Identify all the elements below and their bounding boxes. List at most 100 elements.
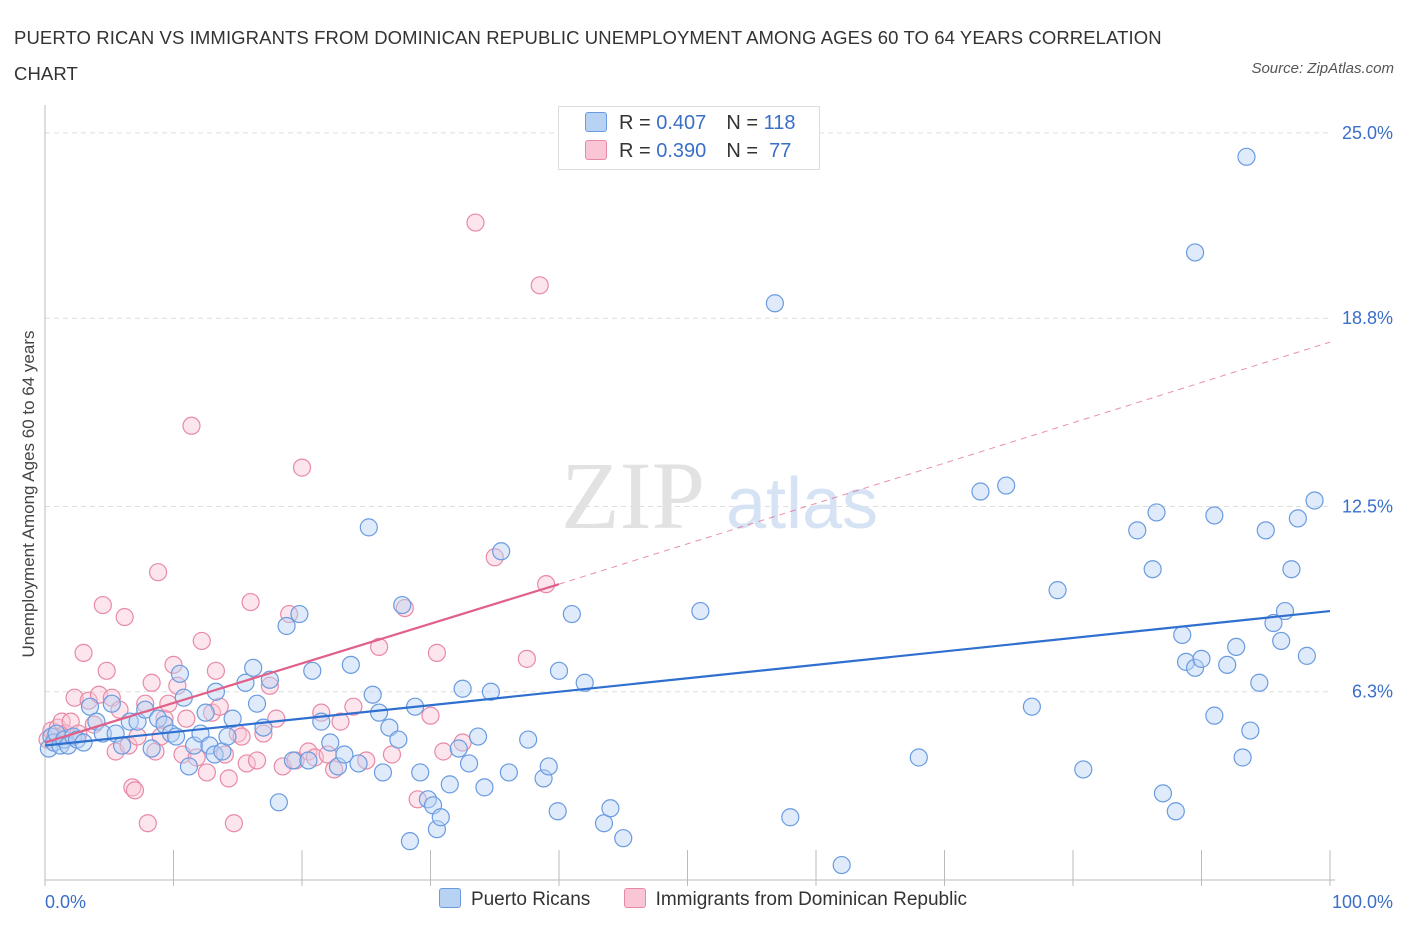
point-dominican <box>65 688 84 707</box>
point-dominican <box>182 416 201 435</box>
point-puerto-rican <box>1205 506 1224 525</box>
point-puerto-rican <box>765 294 784 313</box>
point-puerto-rican <box>1297 646 1316 665</box>
point-dominican <box>115 607 134 627</box>
point-puerto-rican <box>218 727 237 746</box>
point-puerto-rican <box>1147 503 1166 522</box>
legend-n-label: N = <box>726 140 764 162</box>
point-puerto-rican <box>277 616 296 636</box>
point-puerto-rican <box>427 820 447 839</box>
point-puerto-rican <box>459 754 479 773</box>
legend-swatch-pink <box>623 888 646 908</box>
point-dominican <box>197 763 217 782</box>
point-dominican <box>79 691 98 710</box>
legend-swatch-pink <box>585 140 607 160</box>
point-puerto-rican <box>1256 521 1275 540</box>
point-dominican <box>74 643 93 662</box>
point-puerto-rican <box>601 799 620 818</box>
point-puerto-rican <box>548 802 567 821</box>
point-puerto-rican <box>1166 802 1185 821</box>
point-puerto-rican <box>468 727 488 746</box>
point-dominican <box>331 712 350 731</box>
point-dominican <box>142 673 161 692</box>
point-puerto-rican <box>1250 673 1269 692</box>
point-dominican <box>260 676 279 695</box>
point-dominican <box>466 213 485 232</box>
point-puerto-rican <box>112 736 132 755</box>
point-puerto-rican <box>363 685 382 704</box>
point-dominican <box>434 742 453 761</box>
stats-legend: R = 0.407 N = 118 R = 0.390 N = 77 <box>558 106 820 170</box>
point-puerto-rican <box>549 661 569 680</box>
point-puerto-rican <box>196 703 215 722</box>
point-puerto-rican <box>370 703 389 722</box>
point-puerto-rican <box>411 763 430 782</box>
point-dominican <box>427 643 447 662</box>
point-puerto-rican <box>389 730 408 749</box>
point-dominican <box>93 595 112 615</box>
point-dominican <box>280 604 299 624</box>
data-points <box>38 147 1324 875</box>
legend-label: Immigrants from Dominican Republic <box>655 889 968 910</box>
point-dominican <box>370 637 389 657</box>
legend-item-puerto-ricans[interactable]: Puerto Ricans <box>438 888 591 911</box>
point-puerto-rican <box>1282 560 1301 579</box>
point-puerto-rican <box>1205 706 1224 725</box>
legend-item-dominican[interactable]: Immigrants from Dominican Republic <box>623 888 968 911</box>
point-puerto-rican <box>269 793 288 812</box>
point-puerto-rican <box>1305 491 1324 510</box>
legend-row-puerto-ricans: R = 0.407 N = 118 <box>585 112 795 138</box>
point-dominican <box>267 709 286 728</box>
tick-labels: 6.3% 12.5% 18.8% 25.0% 0.0% 100.0% <box>45 123 1393 912</box>
point-puerto-rican <box>359 518 378 537</box>
point-puerto-rican <box>481 682 500 701</box>
point-puerto-rican <box>321 733 340 752</box>
point-dominican <box>517 649 536 668</box>
point-dominican <box>232 727 251 746</box>
trend-line-puerto-ricans <box>44 609 1331 747</box>
point-puerto-rican <box>1176 652 1196 671</box>
point-puerto-rican <box>1128 521 1147 540</box>
x-tick-label: 100.0% <box>1332 892 1393 912</box>
point-puerto-rican <box>1192 649 1211 668</box>
point-puerto-rican <box>303 661 322 680</box>
point-puerto-rican <box>539 757 558 776</box>
point-dominican <box>138 814 157 833</box>
point-dominican <box>247 751 267 770</box>
point-dominican <box>192 631 211 651</box>
point-puerto-rican <box>1218 655 1237 674</box>
point-dominican <box>125 781 145 800</box>
point-puerto-rican <box>142 739 161 758</box>
point-dominican <box>206 661 226 680</box>
legend-r-label: R = <box>619 112 657 134</box>
trend-lines <box>44 341 1331 747</box>
legend-row-dominican: R = 0.390 N = 77 <box>585 140 791 166</box>
point-puerto-rican <box>373 763 393 782</box>
legend-r-value: 0.407 <box>656 112 707 134</box>
point-puerto-rican <box>393 595 412 615</box>
legend-label: Puerto Ricans <box>470 889 591 910</box>
point-dominican <box>224 814 243 833</box>
grid-lines <box>45 132 1330 693</box>
axes <box>44 105 1335 886</box>
point-dominican <box>344 697 363 716</box>
point-puerto-rican <box>519 730 538 749</box>
watermark-zip: ZIP <box>561 442 705 549</box>
point-puerto-rican <box>1227 637 1246 657</box>
point-dominican <box>395 598 414 618</box>
point-puerto-rican <box>179 757 199 776</box>
point-puerto-rican <box>1185 658 1205 677</box>
point-dominican <box>254 724 273 743</box>
point-puerto-rican <box>290 604 309 624</box>
series-legend: Puerto Ricans Immigrants from Dominican … <box>0 888 1406 911</box>
point-puerto-rican <box>1288 509 1307 528</box>
point-puerto-rican <box>247 694 267 713</box>
point-puerto-rican <box>431 808 450 827</box>
point-puerto-rican <box>492 542 511 561</box>
point-puerto-rican <box>997 476 1016 495</box>
y-tick-label: 12.5% <box>1342 496 1393 516</box>
legend-swatch-blue <box>585 112 607 132</box>
point-puerto-rican <box>244 658 263 677</box>
point-puerto-rican <box>691 601 710 621</box>
